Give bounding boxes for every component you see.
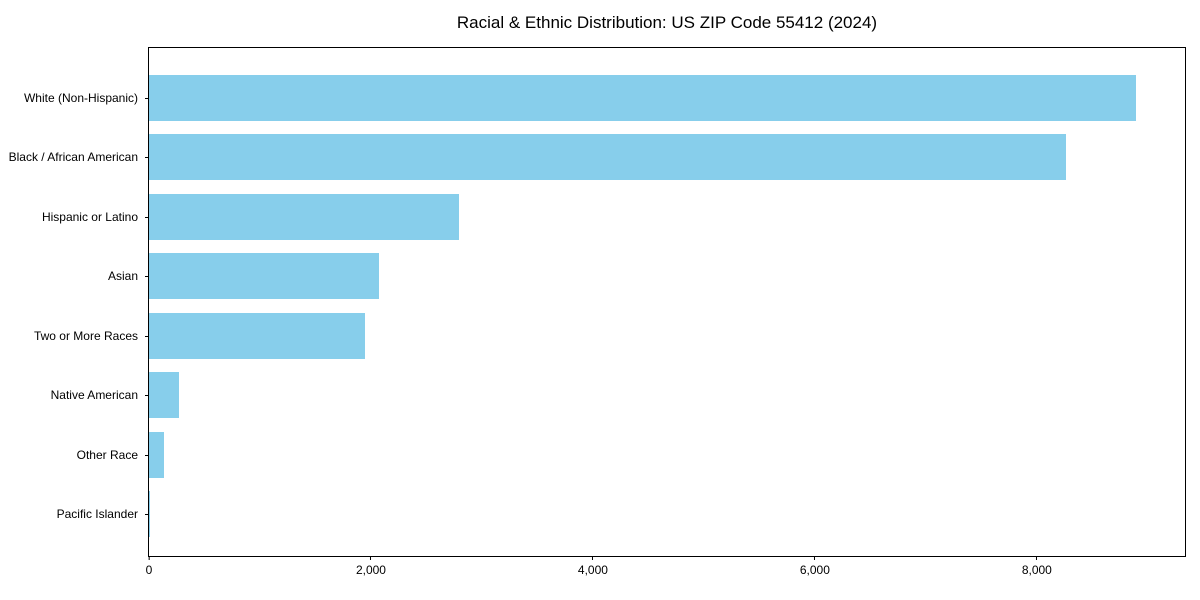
x-tick-mark <box>1036 556 1038 560</box>
category-label: Pacific Islander <box>56 507 138 522</box>
category-label: White (Non-Hispanic) <box>23 90 138 105</box>
category-label: Asian <box>107 269 138 284</box>
x-tick-label: 2,000 <box>355 563 386 577</box>
y-tick-mark <box>145 216 149 218</box>
bar-row: Black / African American <box>9 128 1185 188</box>
x-tick: 2,000 <box>356 556 386 577</box>
y-tick-mark <box>145 395 149 397</box>
x-tick-mark <box>370 556 372 560</box>
category-label: Two or More Races <box>33 328 138 343</box>
x-tick-mark <box>148 556 150 560</box>
x-tick-mark <box>592 556 594 560</box>
y-tick-mark <box>145 97 149 99</box>
x-tick: 6,000 <box>800 556 830 577</box>
bars-container: White (Non-Hispanic) Black / African Ame… <box>9 48 1185 556</box>
x-tick-label: 8,000 <box>1021 563 1052 577</box>
y-tick-mark <box>145 157 149 159</box>
y-tick-mark <box>145 454 149 456</box>
bar <box>149 74 1136 121</box>
y-tick-mark <box>145 276 149 278</box>
bar <box>149 134 1066 181</box>
y-tick-mark <box>145 335 149 337</box>
x-tick-label: 4,000 <box>577 563 608 577</box>
bar-row: Hispanic or Latino <box>42 187 1185 247</box>
x-tick-label: 0 <box>145 563 153 577</box>
bar-row: Asian <box>108 247 1185 307</box>
bar <box>149 253 379 300</box>
y-tick-mark <box>145 514 149 516</box>
category-label: Black / African American <box>8 150 138 165</box>
bar-row: Native American <box>51 366 1185 426</box>
x-tick: 8,000 <box>1022 556 1052 577</box>
bar <box>149 312 366 359</box>
bar <box>149 431 164 478</box>
bar <box>149 372 179 419</box>
chart-title: Racial & Ethnic Distribution: US ZIP Cod… <box>456 13 878 32</box>
bar-row: Pacific Islander <box>57 485 1185 545</box>
x-tick: 4,000 <box>578 556 608 577</box>
x-axis-ticks: 0 2,000 4,000 6,000 8,000 <box>146 48 1185 577</box>
bar-row: Other Race <box>77 425 1185 485</box>
plot-area: White (Non-Hispanic) Black / African Ame… <box>9 47 1186 577</box>
x-tick: 0 <box>145 556 153 577</box>
category-label: Hispanic or Latino <box>41 209 138 224</box>
bar <box>149 491 151 538</box>
x-tick-mark <box>814 556 816 560</box>
bar-row: Two or More Races <box>34 306 1185 366</box>
bar <box>149 193 459 240</box>
bar-row: White (Non-Hispanic) <box>24 68 1185 128</box>
category-label: Native American <box>50 388 138 403</box>
x-tick-label: 6,000 <box>799 563 830 577</box>
category-label: Other Race <box>76 447 138 462</box>
